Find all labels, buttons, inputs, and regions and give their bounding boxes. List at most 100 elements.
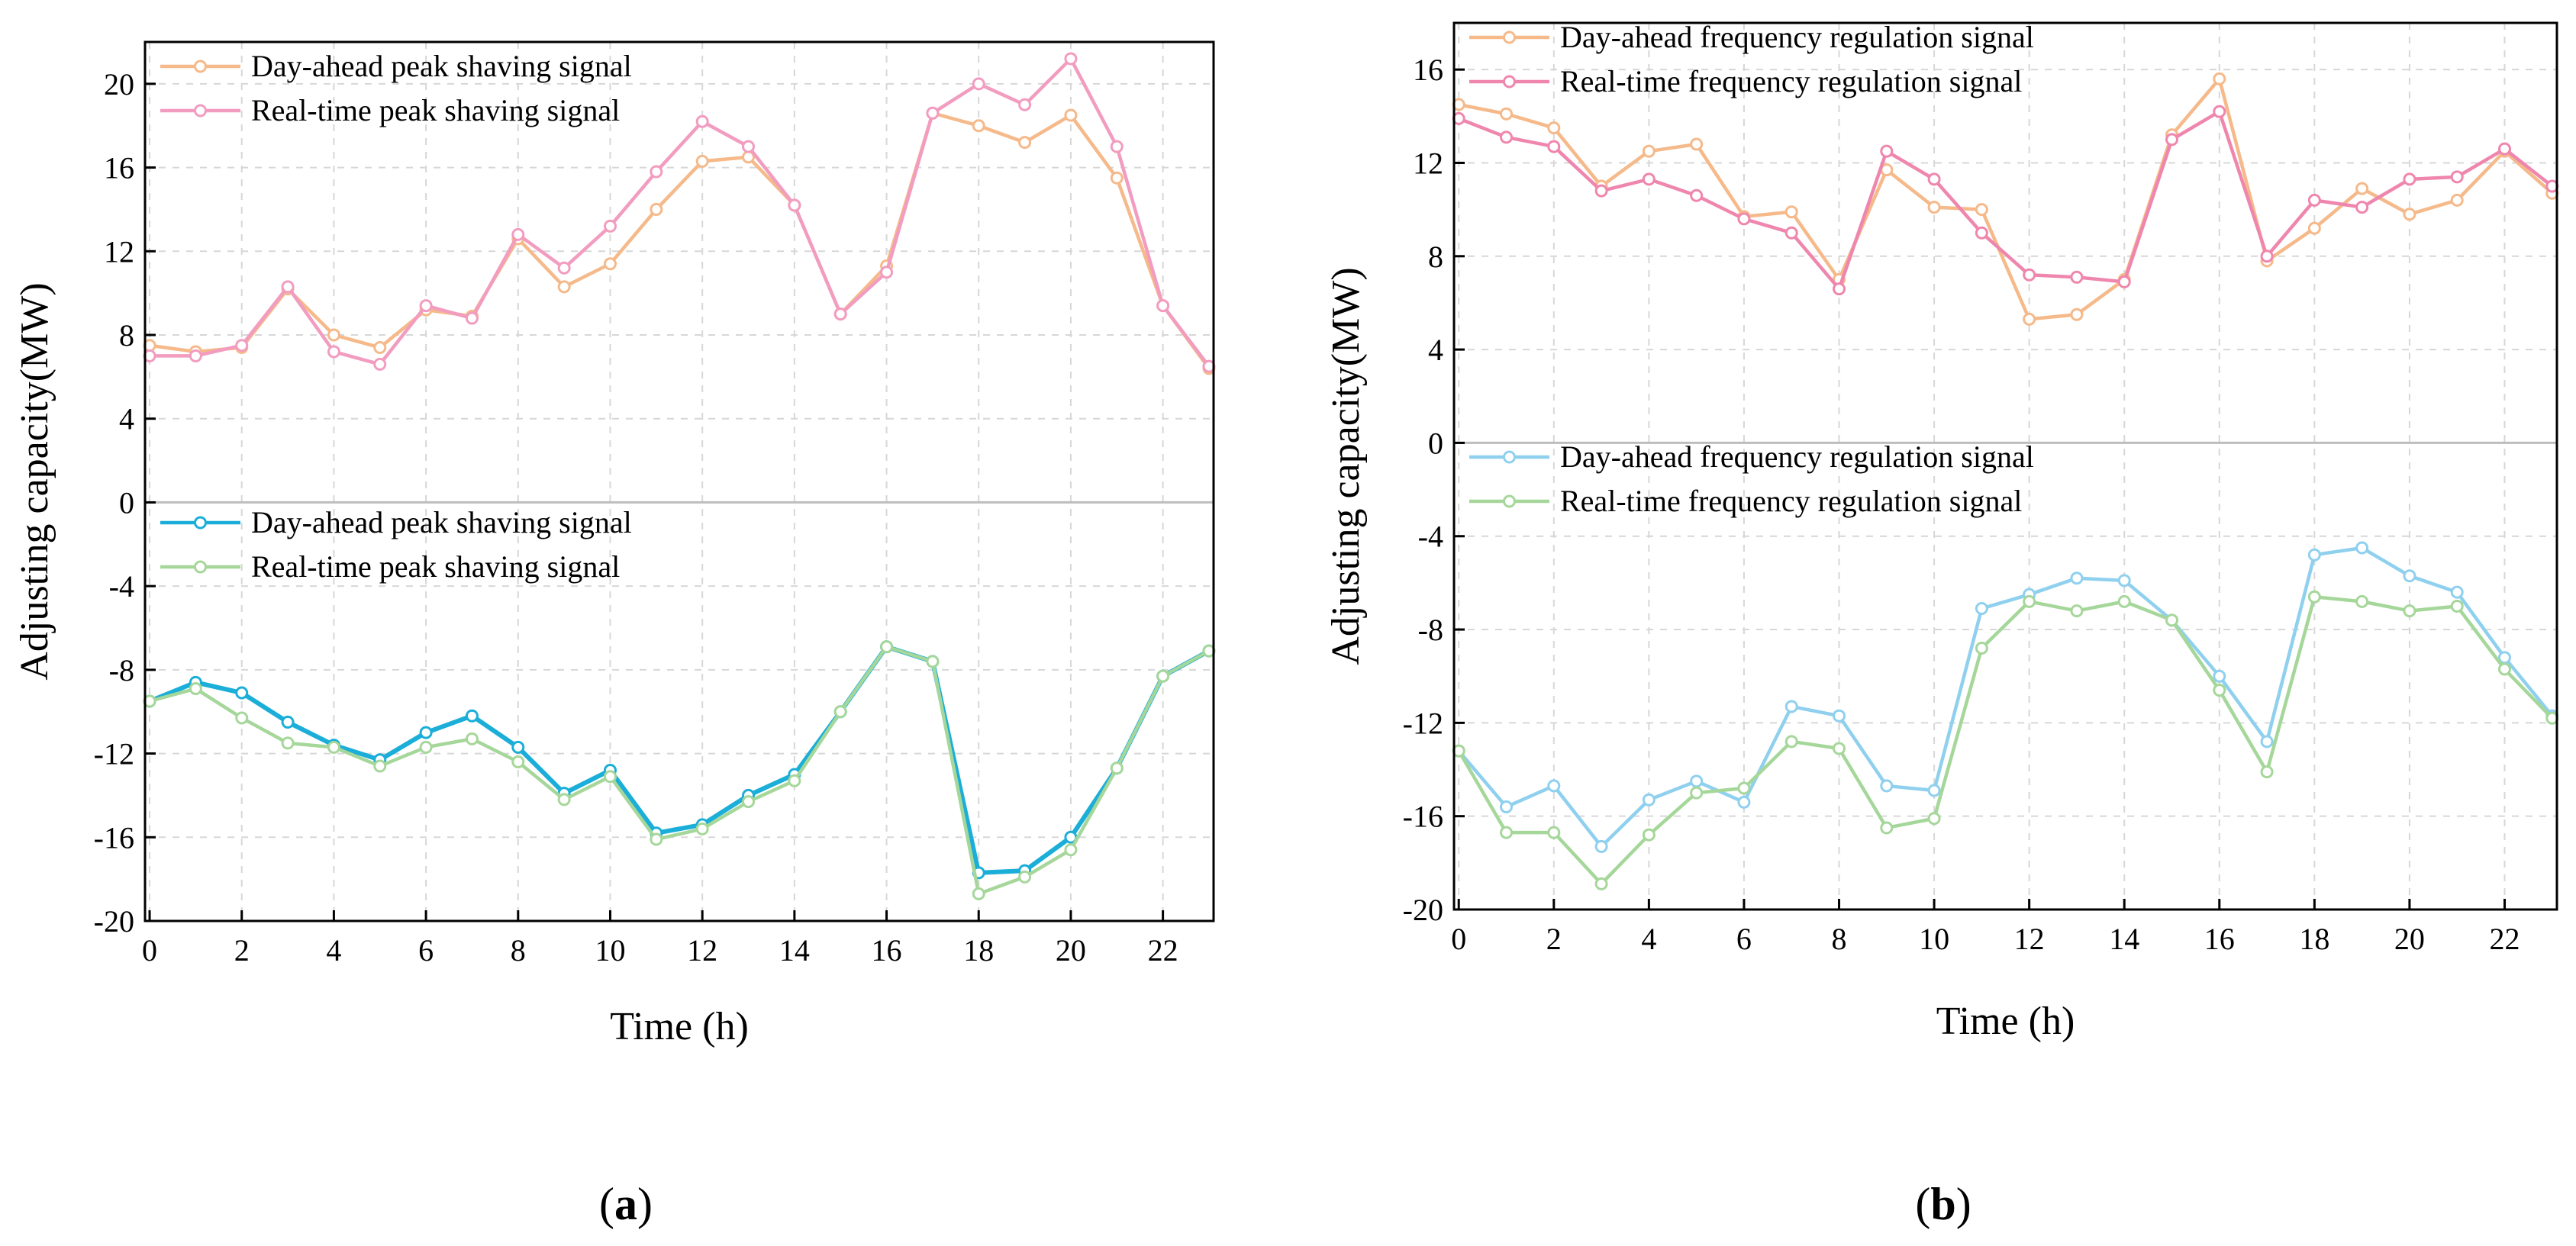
data-point [2165,613,2178,627]
data-point [742,140,756,153]
data-point [2260,765,2274,779]
data-point [1547,826,1561,839]
data-point [788,774,801,787]
data-point [1975,226,1988,240]
data-point [2307,548,2321,562]
data-point [2355,201,2369,214]
data-point [695,822,709,835]
data-point [1642,793,1656,807]
data-point [2070,604,2084,618]
data-point [465,311,479,325]
series-line-3 [1457,546,2554,848]
data-point [327,740,340,754]
data-point [650,832,663,846]
plot-frame-b [1452,21,2558,911]
data-point [1064,52,1078,66]
data-point [1500,800,1514,813]
data-point [2450,585,2464,599]
data-point [695,114,709,128]
data-point [880,640,894,654]
y-axis-title-b: Adjusting capacity(MW) [1324,267,1368,665]
data-point [2117,594,2131,608]
data-point [2307,590,2321,604]
data-point [1785,700,1798,713]
data-point [2023,594,2036,608]
data-point [695,154,709,168]
data-point [1880,821,1894,835]
data-point [603,770,617,784]
data-point [1156,669,1170,683]
data-point [1975,642,1988,655]
data-point [1785,226,1798,240]
data-point [2070,270,2084,284]
data-point [2403,172,2416,186]
data-point [1018,98,1032,111]
x-tick-label: 0 [142,933,157,968]
data-point [1785,735,1798,749]
y-tick-label: -20 [94,904,134,939]
data-point [1737,781,1751,795]
data-point [2165,133,2178,146]
y-tick-label: 0 [1428,426,1443,460]
series-line-2 [150,56,1211,368]
data-point [1690,774,1704,788]
y-tick-label: 12 [104,234,134,269]
series-line-2 [1458,109,2554,291]
data-point [1642,172,1656,186]
series-line-4 [149,645,1211,896]
legend-label-real-time-frequency-regulation: Real-time frequency regulation signal [1560,484,2022,518]
data-point [2497,651,2511,665]
data-point [2403,208,2416,221]
data-point [603,257,617,271]
data-point [1975,203,1988,217]
legend-label-real-time-peak-shaving: Real-time peak shaving signal [251,549,620,584]
y-tick-label: 16 [1413,53,1443,87]
data-point [189,682,202,696]
x-tick-label: 10 [595,933,625,968]
legend-swatch-marker [194,60,207,73]
data-point [465,709,479,723]
data-point [235,339,249,353]
data-point [1156,299,1170,313]
x-tick-label: 4 [326,933,341,968]
panel-letter-a: a [614,1179,637,1229]
series-line-1 [1458,77,2554,321]
data-point [2213,684,2226,697]
data-point [2355,594,2369,608]
data-point [926,106,940,120]
data-point [2213,72,2226,85]
data-point [1833,742,1846,755]
data-point [2450,599,2464,613]
data-point [2497,662,2511,676]
data-point [880,266,894,279]
data-point [1690,188,1704,202]
y-tick-label: -16 [94,820,134,855]
data-point [833,705,847,719]
data-point [419,740,433,754]
data-point [281,280,295,294]
y-tick-label: 4 [1428,333,1443,367]
data-point [1064,843,1078,857]
data-point [1642,144,1656,158]
data-point [1737,795,1751,809]
data-point [1833,709,1846,723]
x-tick-label: 6 [418,933,434,968]
data-point [1110,761,1124,775]
data-point [650,165,663,179]
data-point [650,202,663,216]
data-point [1547,121,1561,135]
y-tick-label: -12 [94,737,134,771]
data-point [1547,779,1561,793]
x-tick-label: 6 [1736,922,1752,956]
data-point [1110,171,1124,185]
data-point [603,219,617,233]
data-point [1594,184,1608,198]
data-point [1594,839,1608,853]
ticks-a: 0 2 4 6 8 10 12 14 16 18 20 22 -20 -16 -12 -8 -4 0 4 8 12 16 2… [94,67,1178,968]
series-line-3 [148,644,1211,875]
data-point [1642,828,1656,842]
x-tick-label: 16 [872,933,902,968]
data-point [235,686,249,700]
x-tick-label: 20 [2394,922,2425,956]
